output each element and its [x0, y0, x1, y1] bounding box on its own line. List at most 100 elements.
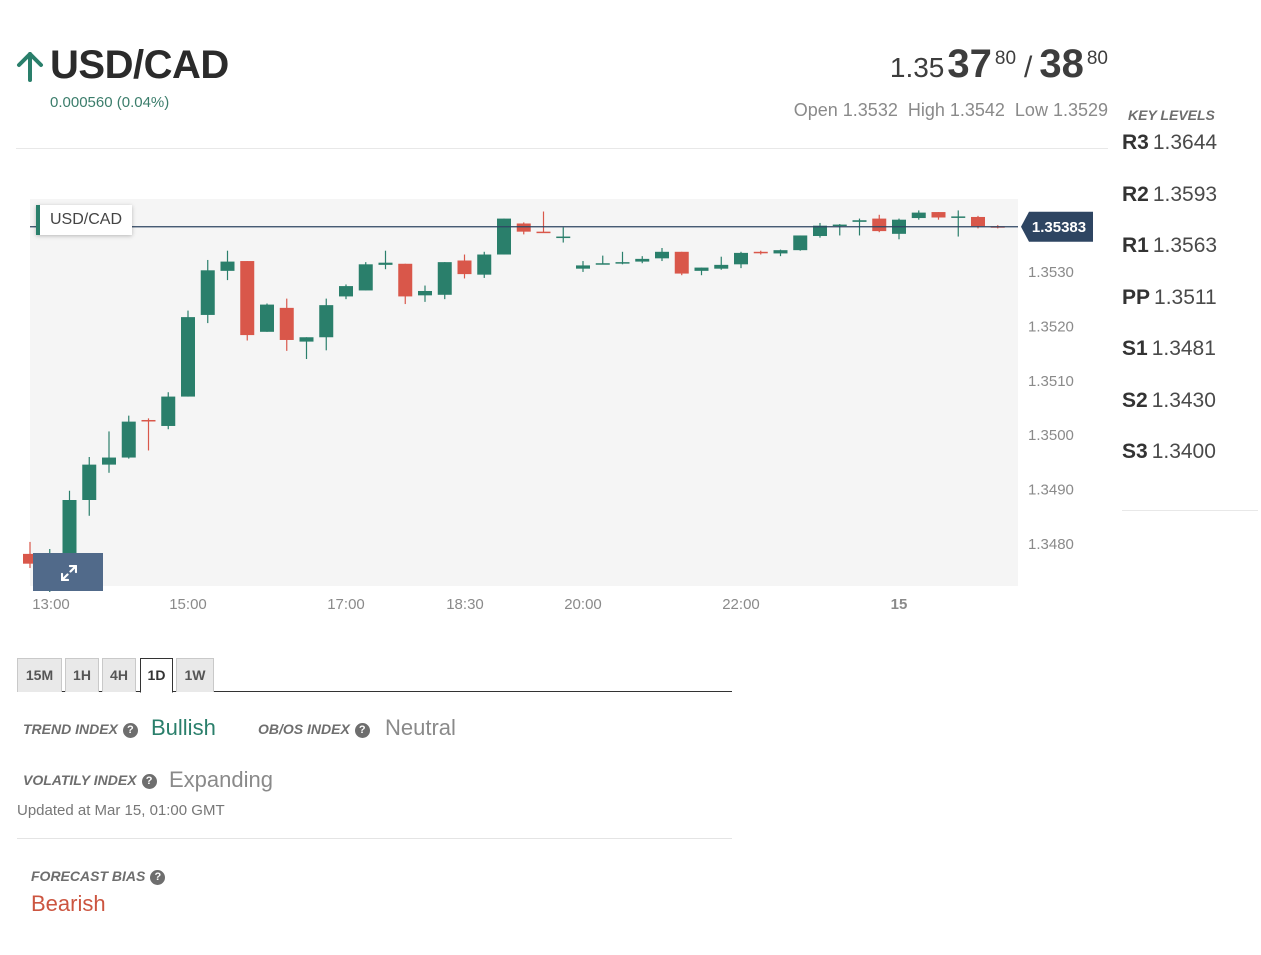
volatility-index-text: VOLATILY INDEX	[23, 772, 137, 788]
candle	[82, 457, 97, 516]
candle	[832, 224, 847, 236]
tab-1d[interactable]: 1D	[140, 658, 173, 693]
y-tick-label: 1.3490	[1028, 482, 1074, 499]
current-price-tag	[1021, 211, 1093, 242]
question-circle-icon[interactable]: ?	[122, 723, 138, 738]
candle	[813, 222, 827, 238]
key-level-s1: S1 1.3481	[1122, 337, 1216, 361]
key-level-value: 1.3593	[1152, 183, 1218, 206]
key-level-r2: R2 1.3593	[1122, 183, 1217, 207]
question-circle-icon[interactable]: ?	[141, 774, 157, 789]
obos-index-label: OB/OS INDEX?	[258, 721, 370, 738]
y-tick-label: 1.3530	[1028, 264, 1074, 281]
ask-big-digits: 38	[1039, 42, 1084, 86]
forecast-bias-label: FORECAST BIAS?	[31, 868, 166, 885]
candle	[615, 251, 630, 265]
key-level-value: 1.3511	[1154, 286, 1217, 309]
candlestick-chart[interactable]: 1.3530 1.3520 1.3510 1.3500 1.3490 1.3480 13:…	[0, 165, 1110, 620]
key-level-label: R2	[1122, 183, 1149, 206]
bid-big-digits: 37	[947, 42, 992, 86]
y-tick-label: 1.3480	[1028, 536, 1074, 553]
expand-arrows-icon	[61, 565, 77, 581]
question-circle-icon[interactable]: ?	[150, 870, 166, 885]
low-stat: Low 1.3529	[1014, 100, 1108, 120]
tab-1w[interactable]: 1W	[176, 658, 214, 692]
candle	[62, 490, 77, 562]
candle	[181, 310, 195, 397]
bid-small-digits: 80	[994, 48, 1017, 69]
tab-4h[interactable]: 4H	[102, 658, 136, 692]
candle	[497, 218, 511, 255]
candle	[102, 431, 116, 473]
key-level-value: 1.3481	[1151, 337, 1216, 360]
candle	[240, 261, 255, 341]
candle	[161, 392, 176, 430]
candle	[121, 415, 136, 459]
obos-index-text: OB/OS INDEX	[258, 721, 350, 737]
current-price-label: 1.35383	[1032, 219, 1086, 236]
key-level-label: S2	[1122, 389, 1148, 412]
chart-plot-area	[30, 199, 1018, 586]
tab-1h[interactable]: 1H	[65, 658, 99, 692]
arrow-up-icon	[17, 52, 43, 82]
candle	[477, 251, 492, 278]
key-level-label: PP	[1122, 286, 1151, 309]
candle	[437, 262, 452, 300]
ask-small-digits: 80	[1086, 48, 1108, 69]
y-tick-label: 1.3500	[1028, 427, 1074, 444]
x-tick-label: 17:00	[327, 596, 365, 613]
candle	[279, 298, 294, 351]
x-tick-label: 13:00	[32, 596, 70, 613]
pair-title: USD/CAD	[50, 43, 229, 87]
obos-index-value: Neutral	[385, 715, 456, 740]
section-divider	[17, 838, 732, 839]
candle	[358, 262, 373, 291]
trend-index-label: TREND INDEX?	[23, 721, 138, 738]
candle	[714, 256, 729, 270]
key-level-label: R3	[1122, 131, 1149, 154]
candle	[536, 211, 551, 234]
key-level-s2: S2 1.3430	[1122, 389, 1216, 413]
bid-ask-quote: 1.3537 80/38 80	[890, 42, 1108, 87]
quote-separator: /	[1024, 51, 1033, 84]
candle	[674, 251, 689, 276]
trend-index-value: Bullish	[151, 715, 216, 740]
candle	[319, 298, 334, 351]
x-tick-label: 15:00	[169, 596, 207, 613]
candle	[398, 263, 413, 305]
key-level-label: S1	[1122, 337, 1148, 360]
trend-index-text: TREND INDEX	[23, 721, 118, 737]
bid-base: 1.35	[889, 52, 945, 83]
candle	[141, 418, 156, 451]
key-levels-title: KEY LEVELS	[1128, 107, 1215, 123]
key-level-r3: R3 1.3644	[1122, 131, 1217, 155]
key-level-value: 1.3563	[1152, 234, 1218, 257]
candle	[773, 249, 788, 257]
candle	[23, 541, 37, 569]
ohl-stats: Open 1.3532 High 1.3542 Low 1.3529	[784, 100, 1108, 121]
header-divider	[16, 148, 1108, 149]
key-level-value: 1.3644	[1152, 131, 1218, 154]
tab-15m[interactable]: 15M	[17, 658, 62, 692]
key-level-s3: S3 1.3400	[1122, 440, 1216, 464]
open-stat: Open 1.3532	[793, 100, 898, 120]
candle	[911, 210, 926, 220]
x-tick-label: 18:30	[446, 596, 484, 613]
high-stat: High 1.3542	[907, 100, 1005, 120]
key-level-value: 1.3400	[1151, 440, 1216, 463]
updated-at: Updated at Mar 15, 01:00 GMT	[17, 802, 225, 819]
candle	[556, 227, 571, 243]
candle	[457, 254, 472, 279]
candle	[220, 250, 235, 281]
candle	[260, 303, 274, 332]
candle	[872, 214, 887, 233]
candle	[635, 256, 650, 264]
x-tick-label: 22:00	[722, 596, 760, 613]
forecast-bias-text: FORECAST BIAS	[31, 868, 146, 884]
expand-chart-button[interactable]	[33, 553, 103, 591]
question-circle-icon[interactable]: ?	[354, 723, 370, 738]
candle	[951, 210, 966, 237]
y-tick-label: 1.3510	[1028, 373, 1074, 390]
x-tick-label: 15	[891, 596, 908, 613]
candle	[299, 337, 314, 360]
